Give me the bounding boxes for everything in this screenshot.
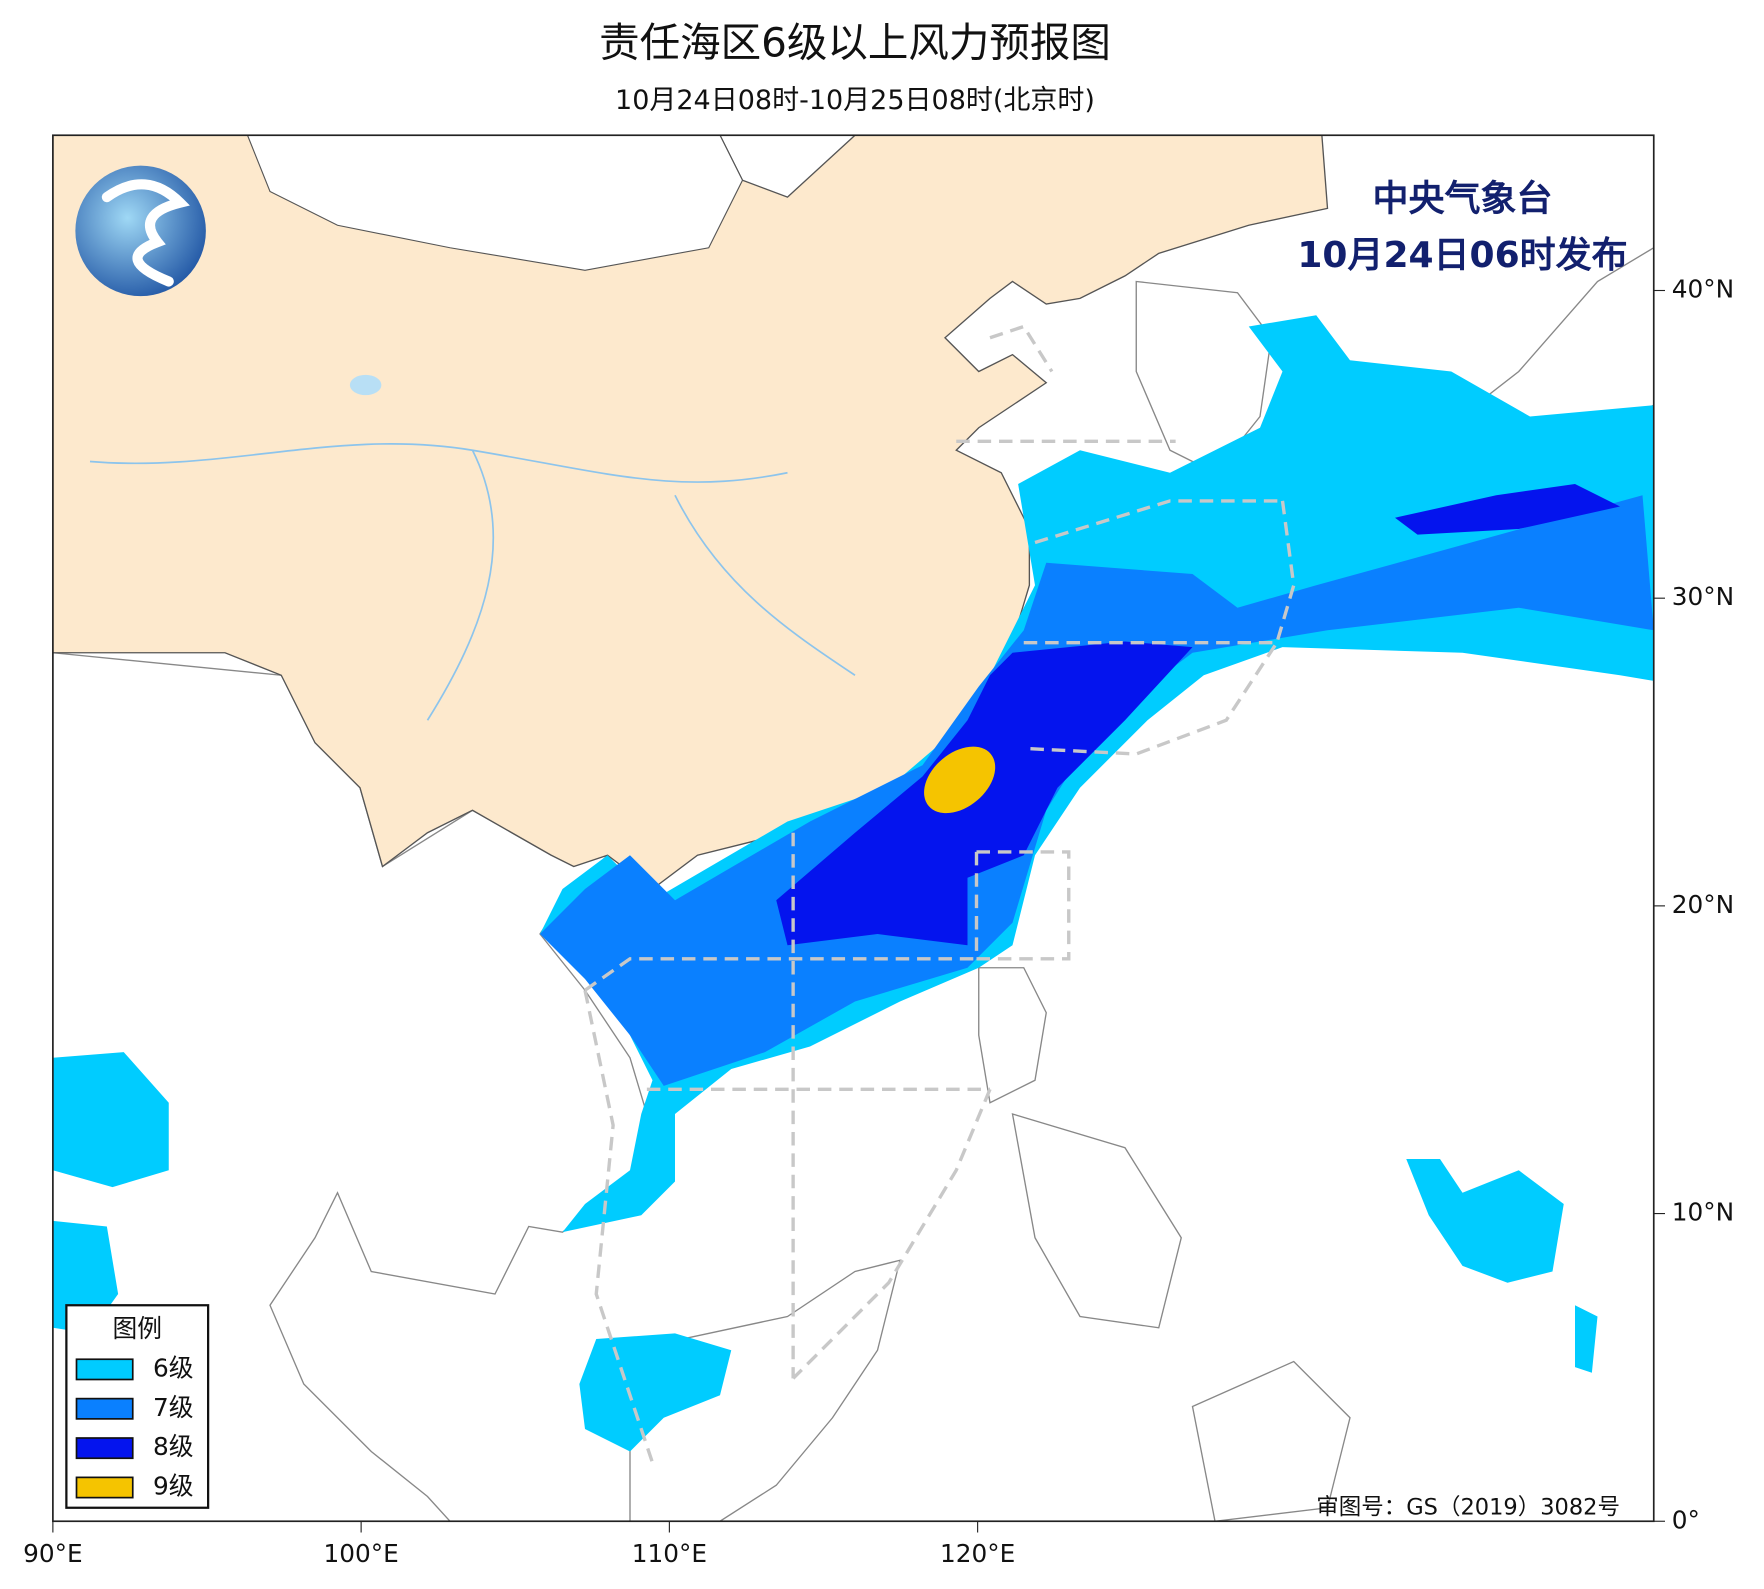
legend-swatch [75,1358,134,1381]
y-tick-label: 30°N [1672,582,1734,611]
map-area [52,135,1654,1522]
legend-label: 9级 [153,1472,194,1501]
legend-label: 7级 [153,1393,194,1422]
issuer-line: 中央气象台 [1372,179,1552,220]
x-tick-label: 100°E [323,1539,398,1568]
y-tick-label: 10°N [1672,1198,1734,1227]
legend-title: 图例 [113,1314,163,1343]
x-tick-label: 120°E [940,1539,1015,1568]
map-frame [52,134,1655,1523]
legend: 图例 6级 7级 8级 9级 [65,1304,210,1509]
watermark-bar [1293,1524,1632,1568]
map-subtitle: 10月24日08时-10月25日08时(北京时) [615,85,1095,116]
legend-swatch [75,1397,134,1420]
y-tick-label: 0° [1672,1505,1700,1534]
x-tick-label: 110°E [632,1539,707,1568]
legend-swatch [75,1437,134,1460]
y-tick-label: 40°N [1672,275,1734,304]
y-tick-label: 20°N [1672,890,1734,919]
issuer-line: 10月24日06时发布 [1297,235,1627,276]
approval-number: 审图号：GS（2019）3082号 [1316,1494,1620,1520]
legend-label: 6级 [153,1353,194,1382]
legend-label: 8级 [153,1432,194,1461]
map-title: 责任海区6级以上风力预报图 [599,18,1111,66]
x-tick-label: 90°E [23,1539,83,1568]
legend-swatch [75,1476,134,1499]
